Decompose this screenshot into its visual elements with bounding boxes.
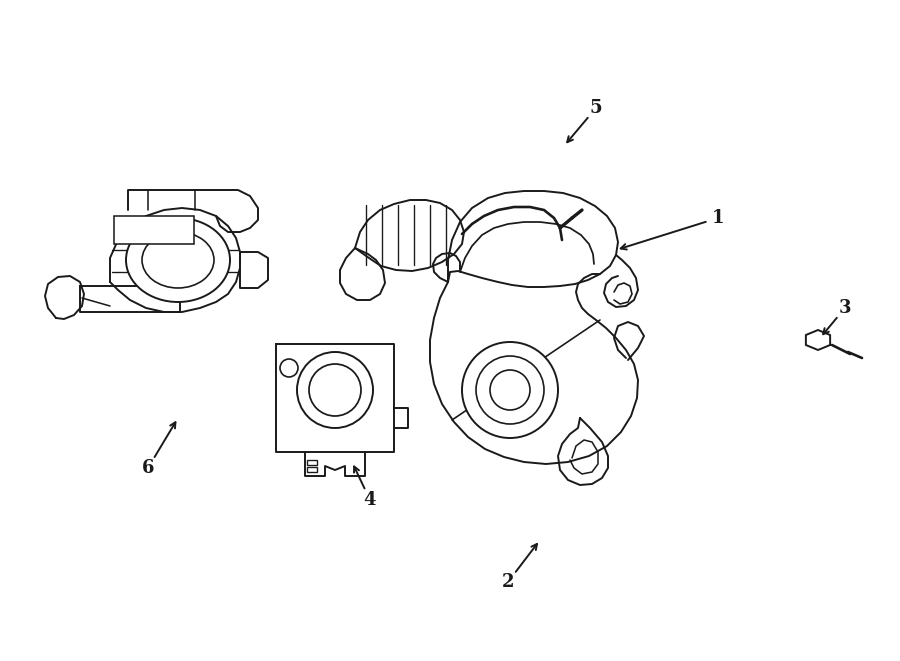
Ellipse shape — [126, 218, 230, 302]
Polygon shape — [340, 248, 385, 300]
Circle shape — [462, 342, 558, 438]
Polygon shape — [806, 330, 830, 350]
Ellipse shape — [142, 232, 214, 288]
Polygon shape — [240, 252, 268, 288]
Bar — [307, 460, 317, 465]
Text: 5: 5 — [590, 99, 602, 117]
Text: 2: 2 — [502, 573, 514, 591]
Circle shape — [309, 364, 361, 416]
Polygon shape — [448, 191, 618, 287]
Polygon shape — [80, 286, 180, 312]
Circle shape — [297, 352, 373, 428]
Text: 3: 3 — [839, 299, 851, 317]
Polygon shape — [276, 344, 394, 452]
Text: 1: 1 — [712, 209, 724, 227]
Text: 6: 6 — [142, 459, 154, 477]
Polygon shape — [558, 418, 608, 485]
Polygon shape — [110, 208, 240, 312]
Circle shape — [476, 356, 544, 424]
Text: 4: 4 — [364, 491, 376, 509]
Circle shape — [280, 359, 298, 377]
Polygon shape — [355, 200, 464, 271]
Polygon shape — [45, 276, 84, 319]
Bar — [114, 216, 194, 244]
Bar — [307, 467, 317, 472]
Circle shape — [490, 370, 530, 410]
